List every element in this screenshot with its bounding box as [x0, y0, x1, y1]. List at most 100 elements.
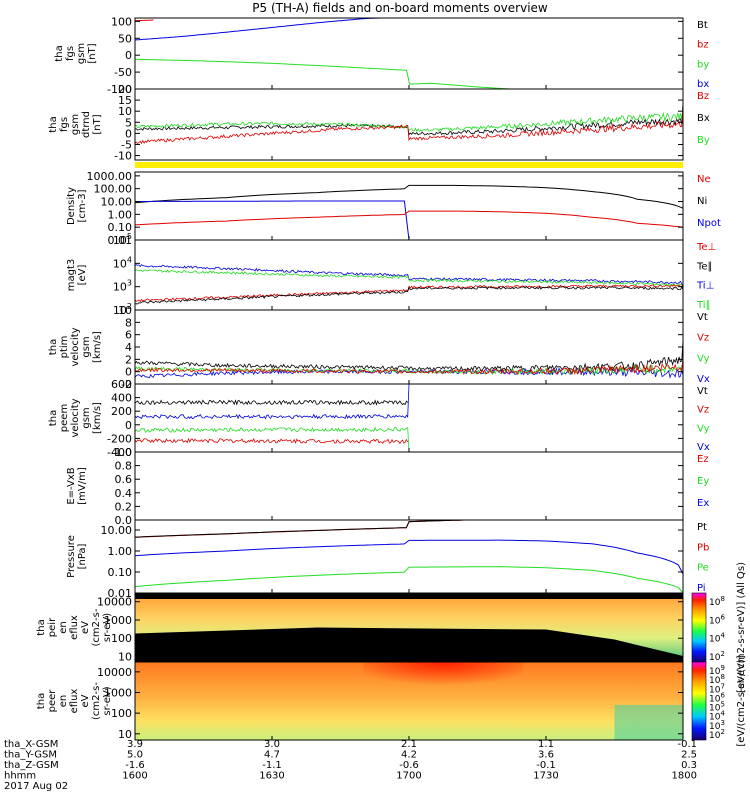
series-line-Vt — [134, 340, 684, 372]
series-line-Pt — [134, 519, 464, 538]
x-axis-row-label: tha_Z-GSM — [4, 760, 59, 771]
y-tick-label: 1000 — [104, 614, 132, 627]
y-tick-label: -5 — [121, 138, 132, 151]
y-tick-label: 8 — [125, 316, 132, 329]
x-axis-value: 4.7 — [264, 750, 280, 761]
x-axis-row-label: hhmm — [4, 771, 36, 782]
y-tick-label: 1.00 — [108, 545, 133, 558]
y-tick-label: -400 — [107, 446, 132, 459]
legend-item: Bt — [697, 20, 708, 31]
y-tick-label: 20 — [118, 83, 132, 96]
legend-item: Pi — [697, 583, 706, 594]
legend-item: Pt — [697, 522, 707, 533]
series-line-By — [134, 106, 684, 133]
y-tick-label: 10.00 — [101, 196, 133, 209]
y-tick-label: 10 — [118, 304, 132, 317]
x-axis-value: 1730 — [533, 771, 558, 782]
y-tick-label: -50 — [114, 66, 132, 79]
y-axis-label: en — [58, 695, 69, 708]
series-line-Te_par — [134, 285, 684, 305]
x-axis-value: -0.1 — [677, 739, 697, 750]
x-axis-value: 3.0 — [264, 739, 280, 750]
x-axis-value: 1700 — [396, 771, 421, 782]
y-axis-label: [eV] — [77, 265, 88, 286]
legend-item: bz — [697, 40, 709, 51]
legend-item: Vt — [697, 312, 708, 323]
legend-item: Bz — [697, 91, 709, 102]
panel-frame — [134, 519, 684, 594]
series-line-Ni — [134, 184, 684, 209]
y-axis-label: tha — [36, 619, 47, 635]
x-axis-value: 1.1 — [538, 739, 554, 750]
y-tick-label: 10 — [118, 651, 132, 664]
y-axis-label: [mV/m] — [77, 467, 88, 505]
y-tick-label: 5 — [125, 116, 132, 129]
y-axis-label: gsm — [81, 336, 92, 357]
y-tick-label: 6 — [125, 329, 132, 342]
y-tick-label: 0.8 — [115, 460, 133, 473]
y-tick-label: 0 — [125, 49, 132, 62]
y-tick-label: 4 — [125, 341, 132, 354]
spectrogram-void-top — [135, 593, 683, 599]
series-line-Vt — [134, 399, 409, 406]
y-tick-label: -2 — [121, 378, 132, 391]
legend-item: Ex — [697, 498, 709, 509]
panel-ExB_field: 1.00.80.60.40.20.0 E=-VxB [mV/m] Ez Ey Ex — [66, 446, 709, 527]
colorbar — [691, 592, 707, 663]
colorbar-label: [eV/(cm2-s-sr-eV)] — [736, 655, 747, 746]
series-line-bx — [134, 17, 396, 41]
y-axis-label: Pressure — [66, 535, 77, 578]
x-axis-value: 4.2 — [401, 750, 417, 761]
y-tick-label: 10 — [118, 105, 132, 118]
y-tick-label: 0.4 — [115, 487, 133, 500]
y-axis-label: tha — [48, 410, 59, 426]
y-axis-label: velocity — [70, 327, 81, 366]
y-tick-label: -200 — [107, 432, 132, 445]
x-axis-value: 1800 — [672, 771, 697, 782]
colorbar-tick-label: 106 — [709, 613, 725, 626]
y-tick-label: 0.01 — [108, 234, 133, 247]
y-tick-label: 0.01 — [108, 587, 133, 600]
y-tick-label: 0.2 — [115, 500, 133, 513]
y-tick-label: 10000 — [97, 596, 132, 609]
y-axis-label: dtrnd — [81, 111, 92, 138]
panel-peir_en_eflux: 108 106 104 102 [eV/(cm2-s-sr-eV)] (All Qs) 1… — [36, 562, 747, 693]
y-axis-label: peem — [59, 404, 70, 432]
series-line-bz — [135, 19, 154, 22]
y-axis-label: magt3 — [66, 259, 77, 292]
x-axis-row-label: tha_X-GSM — [4, 739, 58, 750]
colorbar-tick-label: 108 — [709, 595, 725, 608]
y-tick-label: 104 — [113, 255, 132, 270]
x-axis-value: 2.1 — [401, 739, 417, 750]
y-axis-label: velocity — [70, 398, 81, 437]
y-axis-label: [nPa] — [77, 543, 88, 569]
y-axis-label: (cm2-s- — [91, 682, 102, 720]
panel-frame — [134, 383, 684, 453]
series-line-Pe — [134, 566, 684, 594]
x-axis-value: 0.3 — [681, 760, 697, 771]
series-line-Bz — [134, 105, 684, 145]
y-tick-label: 100 — [111, 707, 132, 720]
y-axis-label: eflux — [69, 689, 80, 714]
series-line-Vz — [134, 358, 684, 376]
y-axis-label: ptim — [59, 336, 70, 359]
y-axis-label: fgs — [59, 117, 70, 132]
legend-item: Pb — [697, 542, 709, 553]
x-axis-value: -0.1 — [536, 760, 556, 771]
y-axis-label: en — [58, 621, 69, 634]
y-tick-label: 200 — [111, 405, 132, 418]
legend-item: Vz — [697, 405, 709, 416]
colorbar-tick-label: 102 — [709, 650, 725, 663]
colorbar-label: [eV/(cm2-s-sr-eV)] (All Qs) — [736, 562, 747, 693]
y-tick-label: 103 — [113, 279, 132, 294]
y-tick-label: 1000.00 — [87, 170, 133, 183]
y-tick-label: 100 — [111, 632, 132, 645]
y-axis-label: E=-VxB — [66, 467, 77, 504]
panel-pressure: 10.00 1.00 0.10 0.01 Pressure [nPa] Pt Pb Pe Pi — [66, 519, 709, 600]
series-line-Ti_par — [134, 269, 684, 292]
legend-item: Vt — [697, 386, 708, 397]
y-axis-label: peir — [47, 617, 58, 637]
